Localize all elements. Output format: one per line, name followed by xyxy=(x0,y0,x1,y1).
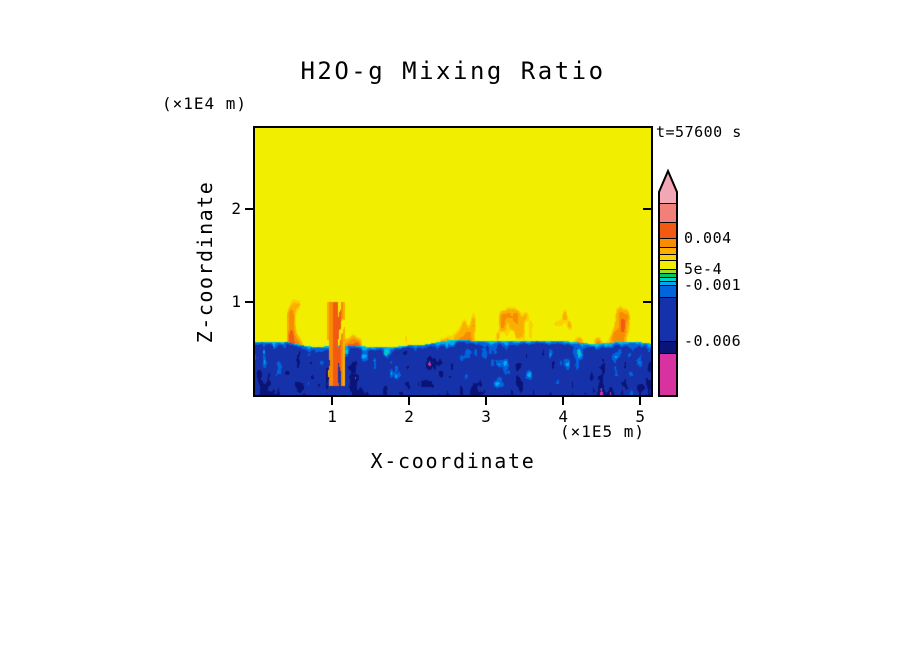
colorbar-segment xyxy=(660,297,676,341)
plot-title: H2O-g Mixing Ratio xyxy=(300,57,606,85)
x-axis-tick xyxy=(562,397,565,405)
colorbar-segment xyxy=(660,260,676,269)
colorbar-segment xyxy=(660,341,676,353)
colorbar-segment xyxy=(660,269,676,273)
x-tick-label: 3 xyxy=(481,407,491,426)
z-axis-tick-right xyxy=(643,300,651,303)
colorbar-segment xyxy=(660,204,676,222)
x-axis-tick xyxy=(331,397,334,405)
colorbar-segment xyxy=(660,353,676,395)
colorbar-segment xyxy=(660,222,676,238)
x-axis-tick xyxy=(408,397,411,405)
colorbar-tick-label: -0.001 xyxy=(684,276,742,294)
z-axis-tick xyxy=(245,300,253,303)
z-axis-tick-right xyxy=(643,207,651,210)
colorbar-scale xyxy=(658,204,678,397)
colorbar-tick-label: -0.006 xyxy=(684,332,742,350)
heatmap-canvas xyxy=(255,128,651,395)
z-axis-tick xyxy=(245,207,253,210)
colorbar-tick-label: 0.004 xyxy=(684,229,732,247)
z-tick-label: 1 xyxy=(231,291,241,311)
z-axis-label: Z-coordinate xyxy=(193,180,217,344)
colorbar-segment xyxy=(660,254,676,260)
x-tick-label: 2 xyxy=(404,407,414,426)
plot-area xyxy=(253,126,653,397)
x-axis-label: X-coordinate xyxy=(370,449,536,473)
x-axis-tick xyxy=(639,397,642,405)
z-tick-label: 2 xyxy=(231,198,241,218)
colorbar-segment xyxy=(660,238,676,247)
time-label: t=57600 s xyxy=(656,123,742,141)
colorbar-segment xyxy=(660,247,676,254)
z-axis-unit: (×1E4 m) xyxy=(162,94,248,113)
colorbar-tick-label: 5e-4 xyxy=(684,260,723,278)
colorbar-segment xyxy=(660,273,676,277)
colorbar-arrow-icon xyxy=(658,168,678,205)
colorbar-segment xyxy=(660,277,676,281)
x-tick-label: 4 xyxy=(558,407,568,426)
colorbar-segment xyxy=(660,281,676,285)
x-tick-label: 5 xyxy=(635,407,646,426)
x-tick-label: 1 xyxy=(327,407,337,426)
x-axis-tick xyxy=(485,397,488,405)
colorbar-segment xyxy=(660,285,676,297)
x-axis-unit: (×1E5 m) xyxy=(560,422,646,441)
